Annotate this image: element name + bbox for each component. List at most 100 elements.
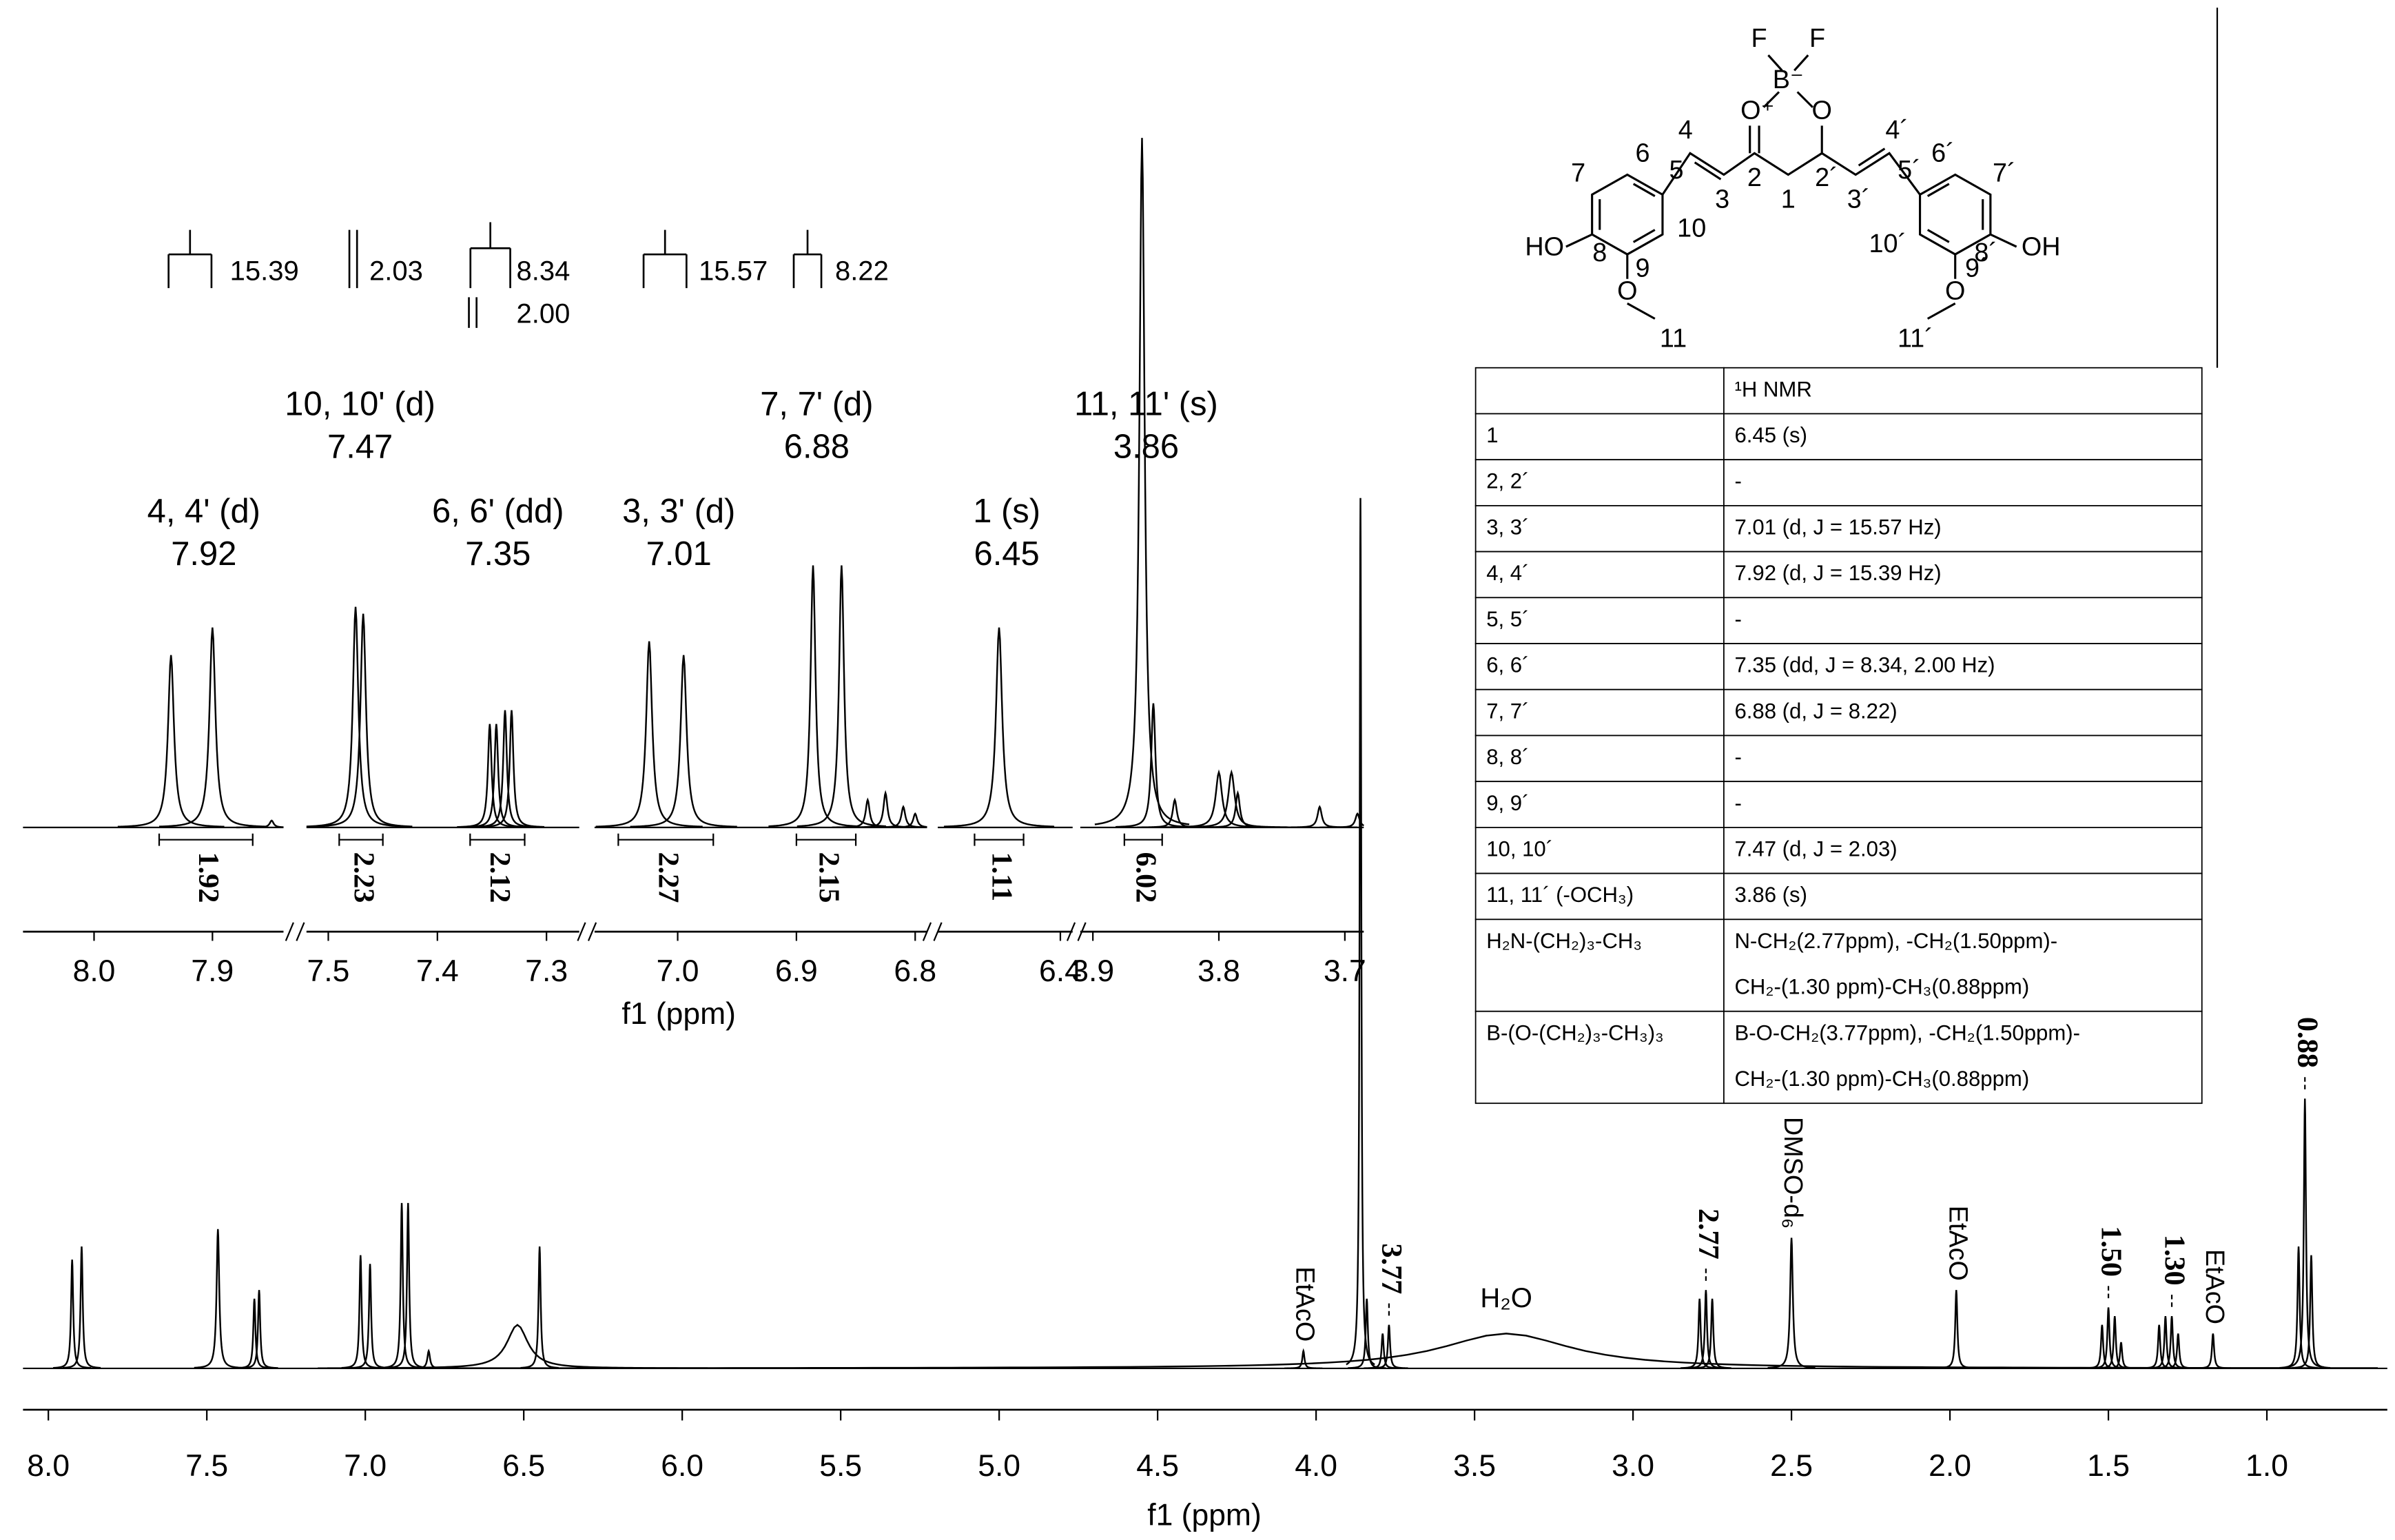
table-text: 10, 10´ <box>1486 836 1553 861</box>
atom-label: O <box>1945 277 1965 306</box>
inset-x-axis-label: f1 (ppm) <box>621 997 736 1031</box>
inset-x-tick-label: 3.7 <box>1324 954 1366 988</box>
integral-bracket <box>158 833 254 846</box>
inset-x-tick-label: 7.4 <box>416 954 459 988</box>
tree-icon <box>468 222 511 328</box>
axis-break <box>577 922 597 941</box>
axis-break <box>285 922 305 941</box>
table-cell <box>1474 688 1725 737</box>
integral-bracket <box>469 833 526 846</box>
integral-bracket <box>1123 833 1163 846</box>
table-text: 7.92 (d, J = 15.39 Hz) <box>1734 561 1941 585</box>
atom-label: 11´ <box>1898 325 1933 353</box>
table-cell <box>1723 1010 2203 1105</box>
inset-peak <box>879 812 927 829</box>
table-cell <box>1474 827 1725 874</box>
annotation: DMSO-d₆ <box>1778 1117 1807 1229</box>
atom-label: 4´ <box>1885 116 1909 145</box>
chain <box>1661 152 1921 196</box>
table-cell <box>1723 504 2203 553</box>
coupling-constant: 2.00 <box>516 299 570 329</box>
atom-label: 10 <box>1677 214 1706 243</box>
peak-label: 1.50 <box>2095 1226 2127 1277</box>
table-text: 2, 2´ <box>1486 469 1529 493</box>
peak <box>194 1229 242 1369</box>
integral-bracket <box>974 833 1025 846</box>
atom-label: 11 <box>1660 325 1687 353</box>
table-cell <box>1474 1010 1725 1105</box>
atom-label: 7´ <box>1993 159 2016 188</box>
assignment-label: 10, 10' (d) <box>285 385 435 422</box>
table-text: - <box>1734 791 1741 815</box>
integral-bracket <box>338 833 384 846</box>
inset-peak <box>768 565 858 828</box>
table-cell <box>1474 735 1725 783</box>
inset-peak <box>313 613 413 828</box>
table-cell <box>1723 459 2203 506</box>
table-text: 9, 9´ <box>1486 791 1529 815</box>
peak <box>1767 1238 1816 1369</box>
table-text: 6.45 (s) <box>1734 423 1807 447</box>
coupling-constant: 8.34 <box>516 256 570 286</box>
peak <box>2101 1342 2141 1369</box>
table-cell <box>1723 781 2203 828</box>
atom-label: 5 <box>1669 156 1683 185</box>
inset-peak <box>158 627 266 828</box>
peak <box>240 1290 278 1369</box>
inset-x-tick-label: 7.3 <box>525 954 568 988</box>
atom-label: 1 <box>1781 185 1796 214</box>
ring-double-bonds <box>1926 183 1984 243</box>
inset-x-tick-label: 3.9 <box>1071 954 1114 988</box>
x-tick-label: 6.5 <box>502 1449 545 1483</box>
inset-peak <box>943 627 1055 828</box>
x-tick-label: 4.0 <box>1295 1449 1337 1483</box>
x-tick-label: 2.5 <box>1770 1449 1813 1483</box>
x-tick-label: 1.0 <box>2245 1449 2288 1483</box>
peak <box>520 1246 559 1369</box>
peak <box>2159 1333 2197 1369</box>
table-text: CH₂-(1.30 ppm)-CH₃(0.88ppm) <box>1734 975 2029 999</box>
table-cell <box>1474 781 1725 828</box>
peak <box>62 1246 101 1369</box>
table-cell <box>1723 367 2203 415</box>
inset-x-tick-label: 8.0 <box>73 954 116 988</box>
table-text: 11, 11´ (-OCH₃) <box>1486 883 1634 907</box>
table-text: 6, 6´ <box>1486 653 1529 677</box>
x-tick-label: 3.0 <box>1612 1449 1654 1483</box>
inset-peak <box>630 655 737 828</box>
annotation: EtAcO <box>2200 1249 2229 1324</box>
assignment-shift: 7.35 <box>465 535 531 573</box>
peak-label: 0.88 <box>2292 1017 2324 1068</box>
tree-icon <box>167 229 213 289</box>
inset-x-tick-label: 6.4 <box>1039 954 1082 988</box>
atom-label: HO <box>1525 232 1564 261</box>
integral-bracket <box>795 833 857 846</box>
peak <box>1937 1290 1975 1369</box>
integral-bracket <box>617 833 715 846</box>
atom-label: 5´ <box>1898 156 1921 185</box>
table-text: CH₂-(1.30 ppm)-CH₃(0.88ppm) <box>1734 1067 2029 1091</box>
x-tick-label: 4.5 <box>1136 1449 1179 1483</box>
annotation: EtAcO <box>1291 1266 1319 1342</box>
atom-label: 6´ <box>1931 139 1955 168</box>
table-text: - <box>1734 745 1741 769</box>
assignment-shift: 7.92 <box>171 535 236 573</box>
table-text: 6.88 (d, J = 8.22) <box>1734 699 1897 723</box>
peak <box>2285 1098 2325 1368</box>
peak <box>318 1333 2378 1369</box>
table-text: - <box>1734 607 1741 631</box>
atom-label: O <box>1617 277 1637 306</box>
x-tick-label: 1.5 <box>2087 1449 2130 1483</box>
chain-double-bonds <box>1694 147 1886 181</box>
coupling-constant: 15.57 <box>699 256 768 286</box>
assignment-label: 1 (s) <box>973 493 1040 530</box>
assignment-shift: 3.86 <box>1113 429 1179 466</box>
peak <box>53 1259 92 1369</box>
peak-label: 3.77 <box>1375 1243 1408 1294</box>
substituent-bonds <box>1565 233 2017 320</box>
tree-icon <box>792 229 823 289</box>
table-cell <box>1723 872 2203 921</box>
coupling-trees <box>167 222 823 328</box>
peak <box>1284 1348 1323 1370</box>
